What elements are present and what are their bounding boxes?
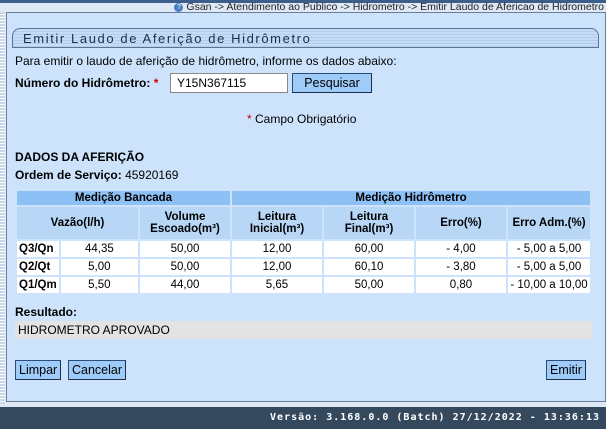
hidrometro-label: Número do Hidrômetro: * <box>15 76 159 90</box>
column-header: Erro(%) <box>416 207 506 239</box>
cell: 60,00 <box>324 241 414 257</box>
column-header: Leitura Final(m³) <box>324 207 414 239</box>
cell: - 4,00 <box>416 241 506 257</box>
limpar-button[interactable]: Limpar <box>15 360 62 380</box>
pesquisar-button[interactable]: Pesquisar <box>292 73 372 93</box>
group-header: Medição Bancada <box>17 191 230 205</box>
intro-text: Para emitir o laudo de aferição de hidrô… <box>15 54 397 68</box>
emitir-button[interactable]: Emitir <box>546 360 586 380</box>
cell: 5,65 <box>232 277 322 293</box>
required-note: * Campo Obrigatório <box>247 112 357 126</box>
table-row: Q3/Qn 44,35 50,00 12,00 60,00- 4,00- 5,00 a … <box>17 241 590 257</box>
cell: 12,00 <box>232 241 322 257</box>
group-header: Medição Hidrômetro <box>232 191 590 205</box>
cell: 12,00 <box>232 259 322 275</box>
cell: Q3/Qn <box>17 241 59 257</box>
left-stripe <box>0 12 5 404</box>
help-icon[interactable]: ? <box>174 2 184 12</box>
cell: 5,00 <box>60 259 138 275</box>
cancelar-button[interactable]: Cancelar <box>68 360 127 380</box>
cell: 50,00 <box>324 277 414 293</box>
cell: 44,00 <box>140 277 230 293</box>
cell: 50,00 <box>140 259 230 275</box>
column-header: Erro Adm.(%) <box>508 207 590 239</box>
afericao-table: Medição Bancada Medição Hidrômetro Vazão… <box>15 189 592 295</box>
table-row: Q2/Qt 5,00 50,00 12,00 60,10- 3,80- 5,00 a 5… <box>17 259 590 275</box>
main-panel: Emitir Laudo de Aferição de Hidrômetro P… <box>6 12 606 402</box>
cell: 50,00 <box>140 241 230 257</box>
breadcrumb: ? Gsan -> Atendimento ao Publico -> Hidro… <box>174 1 604 13</box>
section-title: DADOS DA AFERIÇÃO <box>15 150 145 164</box>
column-header: Volume Escoado(m³) <box>140 207 230 239</box>
cell: 60,10 <box>324 259 414 275</box>
cell: - 10,00 a 10,00 <box>508 277 590 293</box>
cell: - 5,00 a 5,00 <box>508 259 590 275</box>
cell: Q2/Qt <box>17 259 59 275</box>
cell: 0,80 <box>416 277 506 293</box>
column-header: Vazão(l/h) <box>17 207 138 239</box>
table-row: Q1/Qm 5,50 44,00 5,65 50,00 0,80- 10,00 a 10,… <box>17 277 590 293</box>
cell: - 3,80 <box>416 259 506 275</box>
version-footer: Versão: 3.168.0.0 (Batch) 27/12/2022 - 1… <box>0 407 606 429</box>
column-header: Leitura Inicial(m³) <box>232 207 322 239</box>
cell: 5,50 <box>60 277 138 293</box>
page-title: Emitir Laudo de Aferição de Hidrômetro <box>12 28 599 48</box>
breadcrumb-text: Gsan -> Atendimento ao Publico -> Hidrom… <box>186 1 604 13</box>
resultado-label: Resultado: <box>15 305 78 319</box>
cell: 44,35 <box>60 241 138 257</box>
ordem-servico: Ordem de Serviço: 45920169 <box>15 168 179 182</box>
hidrometro-input[interactable] <box>170 73 288 93</box>
cell: Q1/Qm <box>17 277 59 293</box>
cell: - 5,00 a 5,00 <box>508 241 590 257</box>
top-border <box>0 0 606 3</box>
resultado-value: HIDROMETRO APROVADO <box>15 321 592 339</box>
